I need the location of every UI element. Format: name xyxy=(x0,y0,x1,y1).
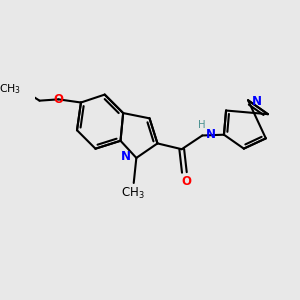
Text: CH$_3$: CH$_3$ xyxy=(0,82,21,96)
Text: O: O xyxy=(182,175,191,188)
Text: CH$_3$: CH$_3$ xyxy=(121,186,144,201)
Text: N: N xyxy=(251,95,262,108)
Text: N: N xyxy=(121,150,131,163)
Text: N: N xyxy=(206,128,216,141)
Text: O: O xyxy=(53,93,64,106)
Text: H: H xyxy=(198,120,205,130)
